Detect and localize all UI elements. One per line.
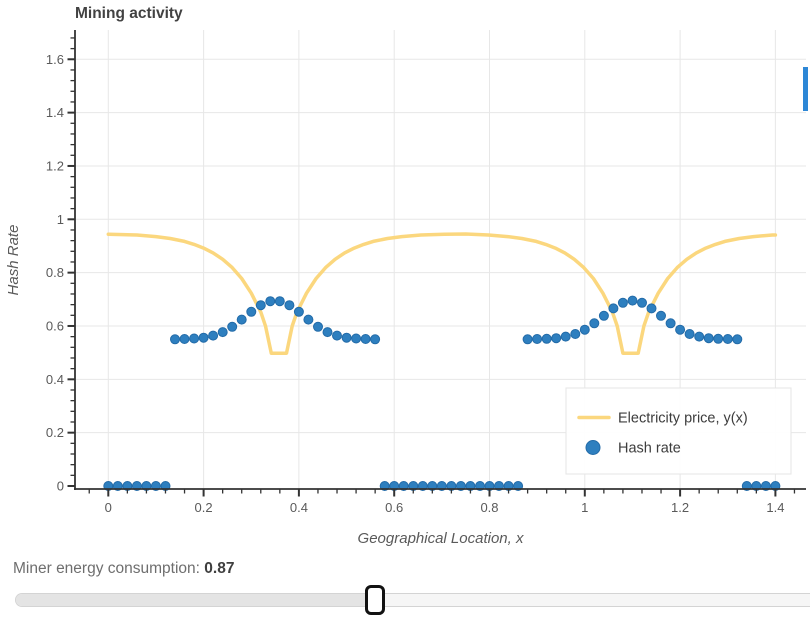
hash-rate-dot <box>665 318 676 329</box>
hash-rate-dot <box>570 329 581 339</box>
hash-rate-dot <box>274 296 285 307</box>
hash-rate-dot <box>627 295 638 306</box>
hash-rate-dot <box>217 327 228 338</box>
hash-rate-dot <box>598 310 609 321</box>
y-tick-label: 1 <box>57 212 64 227</box>
energy-slider-fill <box>16 594 376 606</box>
hash-rate-dot <box>560 331 571 342</box>
x-tick-label: 1.4 <box>766 500 784 515</box>
hash-rate-dot <box>179 334 190 344</box>
axes <box>67 30 806 497</box>
y-tick-label: 0.6 <box>46 318 64 333</box>
x-tick-label: 0.8 <box>480 500 498 515</box>
y-tick-label: 1.4 <box>46 105 64 120</box>
y-tick-labels: 0 0.2 0.4 0.6 0.8 1 1.2 1.4 1.6 <box>46 52 64 494</box>
y-tick-label: 0.2 <box>46 425 64 440</box>
legend-label-electricity-price: Electricity price, y(x) <box>618 411 748 427</box>
x-tick-label: 0.6 <box>385 500 403 515</box>
hash-rate-dot <box>637 297 647 308</box>
hash-rate-dot <box>675 324 686 335</box>
energy-slider-track[interactable] <box>15 593 810 607</box>
hash-rate-dot <box>732 334 743 345</box>
hash-rate-dot <box>656 310 666 321</box>
x-tick-labels: 0 0.2 0.4 0.6 0.8 1 1.2 1.4 <box>105 500 785 515</box>
x-tick-label: 0 <box>105 500 112 515</box>
hash-rate-dot <box>579 324 590 335</box>
legend-dot-sample <box>585 440 601 455</box>
hash-rate-dot <box>722 334 733 344</box>
hash-rate-dot <box>265 296 276 307</box>
slider-label-text: Miner energy consumption: <box>13 560 205 577</box>
hash-rate-dot <box>246 306 257 317</box>
hash-rate-dot <box>703 333 714 344</box>
x-tick-label: 1.2 <box>671 500 689 515</box>
hash-rate-dot <box>551 333 562 344</box>
x-tick-label: 0.2 <box>195 500 213 515</box>
x-axis-title: Geographical Location, x <box>358 530 524 547</box>
hash-rate-dot <box>208 330 219 341</box>
hash-rate-dot <box>284 300 295 311</box>
hash-rate-dot <box>541 333 552 344</box>
hash-rate-dot <box>189 333 200 344</box>
hash-rate-dot <box>236 314 247 325</box>
hash-rate-dot <box>684 329 695 339</box>
hash-rate-dot <box>360 334 371 344</box>
x-tick-label: 0.4 <box>290 500 308 515</box>
hash-rate-dot <box>227 321 238 332</box>
y-tick-label: 0.4 <box>46 372 64 387</box>
slider-value: 0.87 <box>204 560 235 577</box>
grid <box>75 30 806 489</box>
hash-rate-dot <box>170 334 180 345</box>
hash-rate-dot <box>341 332 352 343</box>
y-tick-label: 1.6 <box>46 52 64 67</box>
hash-rate-dot <box>351 333 362 344</box>
hash-rate-dot <box>293 306 304 317</box>
y-tick-label: 0 <box>57 479 64 494</box>
hash-rate-dot <box>322 327 333 338</box>
hash-rate-dot <box>532 334 543 344</box>
slider-caption: Miner energy consumption: 0.87 <box>13 560 234 578</box>
y-axis-title: Hash Rate <box>5 225 22 296</box>
hash-rate-dot <box>694 331 705 342</box>
scrollbar-thumb[interactable] <box>803 67 808 111</box>
legend-box <box>565 387 792 475</box>
chart-title: Mining activity <box>75 5 183 22</box>
hash-rate-dot <box>713 333 724 344</box>
x-tick-label: 1 <box>581 500 588 515</box>
hash-rate-dot <box>332 330 342 341</box>
hash-rate-dot <box>198 332 209 343</box>
hash-rate-dot <box>522 334 533 345</box>
electricity-price-curve <box>106 232 778 355</box>
y-tick-label: 1.2 <box>46 158 64 173</box>
legend: Electricity price, y(x) Hash rate <box>565 387 792 475</box>
hash-rate-dot <box>608 303 619 314</box>
mining-activity-chart: 0 0.2 0.4 0.6 0.8 1 1.2 1.4 0 0.2 0.4 0.6 0.8 1 1.2 1.4… <box>5 30 806 547</box>
hash-rate-dot <box>370 334 381 345</box>
hash-rate-dot <box>617 297 628 308</box>
hash-rate-dot <box>646 303 657 314</box>
hash-rate-dot <box>255 300 266 311</box>
legend-label-hash-rate: Hash rate <box>618 441 681 457</box>
hash-rate-dot <box>303 314 314 325</box>
hash-rate-dot <box>589 318 600 329</box>
energy-slider-handle[interactable] <box>365 585 385 615</box>
hash-rate-dot <box>313 321 323 332</box>
y-tick-label: 0.8 <box>46 265 64 280</box>
